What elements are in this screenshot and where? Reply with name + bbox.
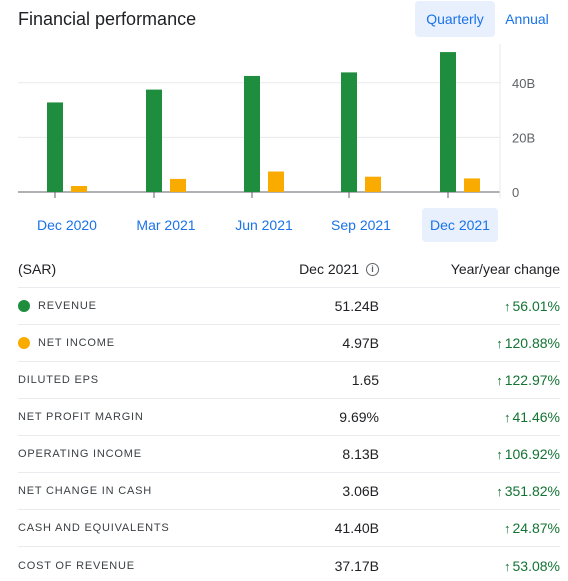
- bar-chart-svg: 0 20B 40B: [18, 44, 535, 200]
- table-row: NET PROFIT MARGIN 9.69% ↑ 41.46%: [18, 399, 560, 436]
- header: Financial performance Quarterly Annual: [0, 0, 568, 40]
- change-value: 122.97%: [504, 372, 560, 388]
- metric-change: ↑ 53.08%: [504, 558, 560, 574]
- metric-change: ↑ 351.82%: [496, 483, 560, 499]
- period-tab-sep-2021[interactable]: Sep 2021: [331, 217, 391, 233]
- revenue-bar-dec-2021[interactable]: [440, 52, 456, 193]
- period-tab-dec-2021[interactable]: Dec 2021: [422, 208, 498, 242]
- revenue-bar-sep-2021[interactable]: [341, 72, 357, 192]
- change-value: 41.46%: [512, 409, 560, 425]
- change-value: 53.08%: [512, 557, 560, 574]
- y-tick-label: 40B: [512, 76, 535, 91]
- metric-label: CASH AND EQUIVALENTS: [18, 522, 170, 534]
- table-row: REVENUE 51.24B ↑ 56.01%: [18, 288, 560, 325]
- revenue-bar-mar-2021[interactable]: [146, 89, 162, 192]
- period-tab-dec-2020[interactable]: Dec 2020: [37, 217, 97, 233]
- table-row: NET INCOME 4.97B ↑ 120.88%: [18, 325, 560, 362]
- arrow-up-icon: ↑: [504, 410, 511, 425]
- y-tick-label: 0: [512, 185, 519, 200]
- table-row: CASH AND EQUIVALENTS 41.40B ↑ 24.87%: [18, 510, 560, 547]
- change-value: 351.82%: [504, 483, 560, 499]
- metric-change: ↑ 120.88%: [496, 335, 560, 351]
- change-value: 56.01%: [512, 298, 560, 314]
- table-header: (SAR) Dec 2021 i Year/year change: [18, 251, 560, 288]
- metric-value: 8.13B: [342, 446, 379, 462]
- page-title: Financial performance: [18, 9, 197, 29]
- net-income-bar-sep-2021[interactable]: [365, 176, 381, 192]
- quarterly-toggle[interactable]: Quarterly: [415, 1, 495, 37]
- metric-label: DILUTED EPS: [18, 374, 99, 386]
- change-value: 106.92%: [504, 446, 560, 462]
- net-income-bar-dec-2021[interactable]: [464, 178, 480, 192]
- net-income-bar-mar-2021[interactable]: [170, 178, 186, 192]
- metric-value: 3.06B: [342, 483, 379, 499]
- net-income-bar-jun-2021[interactable]: [268, 171, 284, 192]
- metric-change: ↑ 56.01%: [504, 298, 560, 314]
- metric-label: NET PROFIT MARGIN: [18, 411, 144, 423]
- revenue-bar-jun-2021[interactable]: [244, 75, 260, 192]
- net-income-bar-dec-2020[interactable]: [71, 185, 87, 192]
- metric-change: ↑ 122.97%: [496, 372, 560, 388]
- legend-dot-revenue: [18, 300, 30, 312]
- metric-value: 9.69%: [339, 409, 379, 425]
- table-row: DILUTED EPS 1.65 ↑ 122.97%: [18, 362, 560, 399]
- arrow-up-icon: ↑: [504, 521, 511, 536]
- y-tick-label: 20B: [512, 130, 535, 145]
- annual-toggle[interactable]: Annual: [505, 11, 549, 27]
- arrow-up-icon: ↑: [496, 447, 503, 462]
- change-value: 24.87%: [512, 520, 560, 536]
- table-row: NET CHANGE IN CASH 3.06B ↑ 351.82%: [18, 473, 560, 510]
- metric-label: COST OF REVENUE: [18, 559, 135, 572]
- period-selector: Dec 2020 Mar 2021 Jun 2021 Sep 2021 Dec 2021: [0, 208, 568, 244]
- table-row: COST OF REVENUE 37.17B ↑ 53.08%: [18, 547, 560, 581]
- metric-value: 4.97B: [342, 335, 379, 351]
- change-value: 120.88%: [504, 335, 560, 351]
- arrow-up-icon: ↑: [496, 336, 503, 351]
- metric-value: 51.24B: [334, 298, 379, 314]
- table-row: OPERATING INCOME 8.13B ↑ 106.92%: [18, 436, 560, 473]
- legend-dot-net-income: [18, 337, 30, 349]
- metric-label: REVENUE: [38, 300, 97, 312]
- financials-table: (SAR) Dec 2021 i Year/year change REVENUE…: [18, 251, 560, 581]
- change-column-header: Year/year change: [450, 261, 560, 277]
- metric-value: 37.17B: [334, 557, 379, 574]
- metric-change: ↑ 41.46%: [504, 409, 560, 425]
- arrow-up-icon: ↑: [504, 558, 511, 574]
- period-column-header: Dec 2021: [299, 261, 359, 277]
- metric-value: 1.65: [351, 372, 379, 388]
- metric-value: 41.40B: [334, 520, 379, 536]
- period-tab-jun-2021[interactable]: Jun 2021: [235, 217, 293, 233]
- info-icon[interactable]: i: [366, 262, 379, 276]
- metric-label: NET CHANGE IN CASH: [18, 485, 152, 497]
- currency-label: (SAR): [18, 261, 57, 277]
- metric-change: ↑ 24.87%: [504, 520, 560, 536]
- arrow-up-icon: ↑: [504, 299, 511, 314]
- metric-label: OPERATING INCOME: [18, 448, 142, 460]
- metric-change: ↑ 106.92%: [496, 446, 560, 462]
- metric-label: NET INCOME: [38, 337, 115, 349]
- arrow-up-icon: ↑: [496, 484, 503, 499]
- period-tab-mar-2021[interactable]: Mar 2021: [136, 217, 196, 233]
- bar-chart: 0 20B 40B: [0, 44, 568, 244]
- arrow-up-icon: ↑: [496, 373, 503, 388]
- revenue-bar-dec-2020[interactable]: [47, 102, 63, 192]
- table-body: REVENUE 51.24B ↑ 56.01% NET INCOME 4.97B …: [18, 288, 560, 581]
